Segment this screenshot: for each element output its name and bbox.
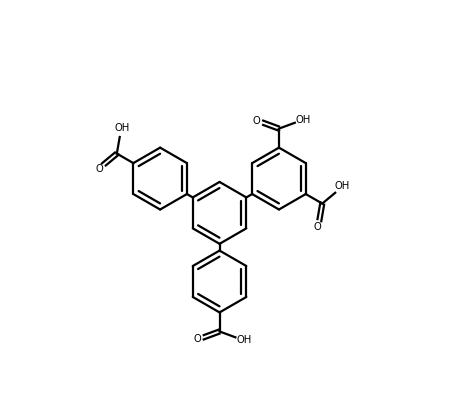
Text: O: O — [313, 222, 321, 232]
Text: OH: OH — [334, 181, 349, 191]
Text: O: O — [95, 164, 103, 174]
Text: OH: OH — [115, 123, 129, 133]
Text: OH: OH — [296, 115, 311, 125]
Text: O: O — [253, 116, 260, 126]
Text: O: O — [193, 334, 201, 344]
Text: OH: OH — [236, 335, 252, 345]
